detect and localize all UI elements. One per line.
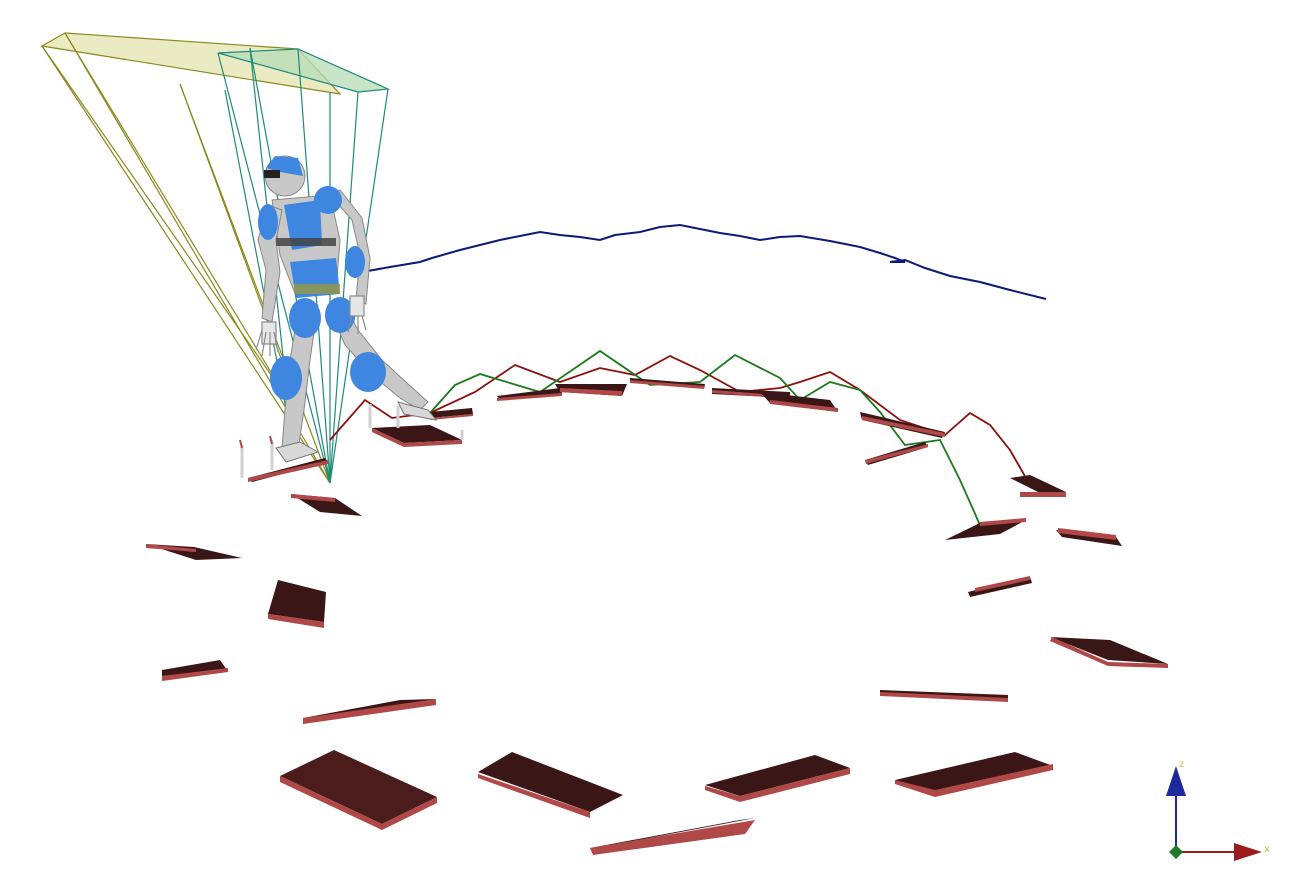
contact-markers [239, 404, 464, 478]
step-plank [860, 412, 945, 438]
step-plank [497, 388, 562, 401]
foot-path-red [329, 354, 1031, 486]
z-axis-label: z [1179, 759, 1184, 770]
x-axis-label: x [1264, 844, 1270, 855]
step-plank [1050, 637, 1168, 668]
step-plank [1056, 528, 1122, 546]
step-plank [705, 755, 850, 802]
step-plank [268, 580, 326, 628]
step-plank [1010, 475, 1066, 497]
step-plank [478, 752, 623, 818]
step-plank [880, 690, 1008, 702]
step-plank [248, 458, 328, 482]
step-plank [162, 660, 228, 681]
step-planks [146, 378, 1168, 855]
step-plank [555, 384, 627, 396]
step-plank [760, 392, 838, 412]
step-plank [303, 699, 436, 724]
com-trajectory-line [361, 223, 1047, 300]
step-plank [280, 750, 437, 830]
step-plank [895, 752, 1053, 797]
step-plank [630, 378, 705, 389]
step-plank [372, 425, 462, 447]
step-plank [968, 576, 1032, 597]
step-plank [590, 818, 755, 855]
step-plank [865, 442, 928, 465]
step-plank [146, 544, 242, 560]
foot-path-green [429, 349, 981, 526]
step-plank [945, 518, 1026, 540]
y-axis-marker [1169, 845, 1183, 859]
z-axis-arrow [1166, 766, 1186, 796]
humanoid-robot [255, 155, 438, 463]
step-plank [430, 408, 473, 420]
axis-triad: z x [1166, 759, 1270, 861]
step-plank [291, 494, 362, 516]
x-axis-arrow [1234, 843, 1262, 861]
